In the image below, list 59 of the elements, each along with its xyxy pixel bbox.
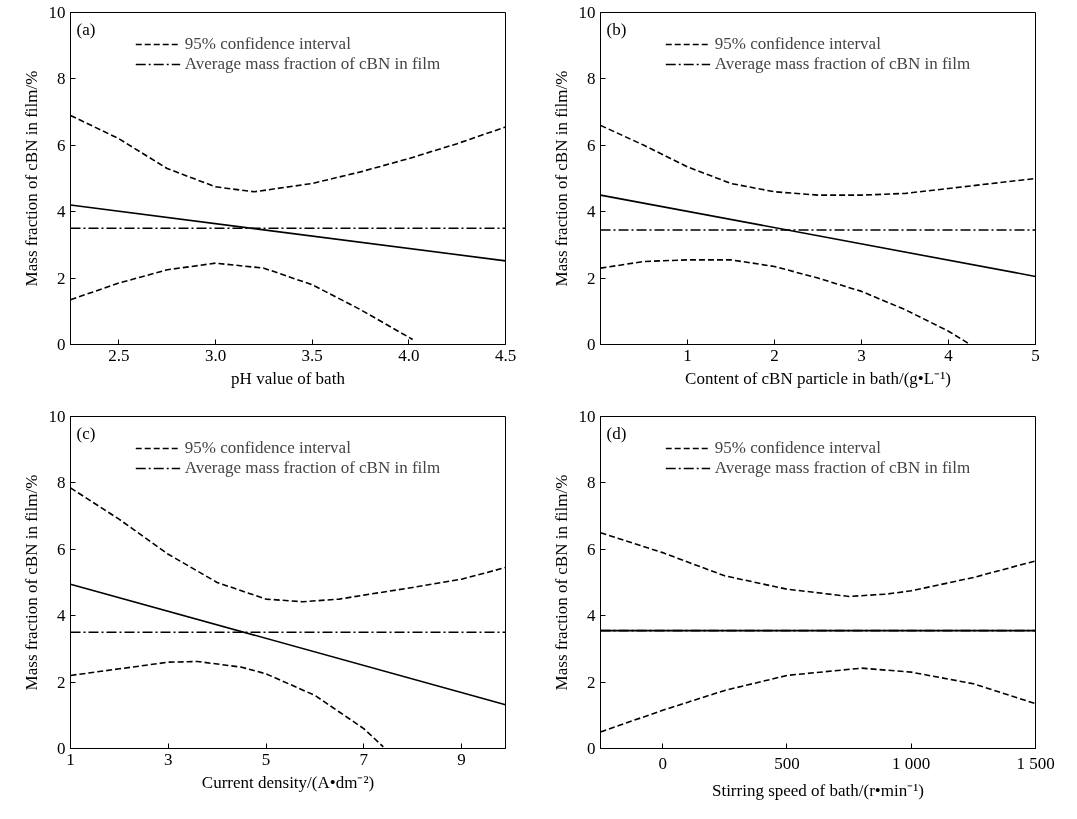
x-tick-label: 3.5 (301, 345, 323, 365)
x-tick-label: 5 (261, 749, 271, 769)
y-tick-label: 8 (587, 473, 596, 493)
x-tick-label: 2 (770, 345, 779, 365)
annotation: (c) (76, 423, 96, 443)
y-tick-label: 6 (57, 135, 66, 155)
x-axis-title: pH value of bath (231, 368, 346, 388)
y-tick-label: 4 (587, 606, 596, 626)
legend-label: Average mass fraction of cBN in film (714, 458, 971, 478)
y-tick-label: 8 (57, 473, 66, 493)
x-tick-label: 4 (944, 345, 954, 365)
x-tick-label: 4.5 (494, 345, 517, 365)
y-tick-label: 4 (57, 606, 66, 626)
y-axis-title: Mass fraction of cBN in film/% (551, 70, 571, 287)
x-tick-label: 1 500 (1016, 753, 1055, 773)
x-axis-title: Current density/(A•dm⁻²) (201, 772, 375, 792)
x-tick-label: 500 (774, 753, 800, 773)
x-tick-label: 0 (658, 753, 667, 773)
y-axis-title: Mass fraction of cBN in film/% (21, 474, 41, 691)
y-tick-label: 10 (48, 3, 66, 22)
y-tick-label: 10 (578, 3, 596, 22)
x-tick-label: 3 (164, 749, 173, 769)
x-tick-label: 1 000 (892, 753, 931, 773)
legend-label: 95% confidence interval (714, 34, 881, 54)
y-tick-label: 2 (587, 268, 596, 288)
y-tick-label: 6 (587, 539, 596, 559)
legend-label: Average mass fraction of cBN in film (184, 54, 441, 74)
legend-label: Average mass fraction of cBN in film (714, 54, 971, 74)
y-tick-label: 2 (57, 268, 66, 288)
x-tick-label: 7 (359, 749, 369, 769)
y-tick-label: 2 (587, 672, 596, 692)
x-axis-title: Content of cBN particle in bath/(g•L⁻¹) (685, 368, 951, 388)
x-tick-label: 1 (66, 749, 75, 769)
x-axis-title: Stirring speed of bath/(r•min⁻¹) (711, 780, 925, 800)
x-tick-label: 2.5 (108, 345, 130, 365)
y-tick-label: 4 (57, 202, 66, 222)
legend-label: 95% confidence interval (714, 438, 881, 458)
y-tick-label: 6 (57, 539, 66, 559)
y-tick-label: 8 (57, 69, 66, 89)
x-tick-label: 3 (857, 345, 866, 365)
x-tick-label: 9 (457, 749, 466, 769)
annotation: (b) (606, 19, 627, 39)
y-tick-label: 10 (578, 407, 596, 426)
y-axis-title: Mass fraction of cBN in film/% (21, 70, 41, 287)
annotation: (d) (606, 423, 627, 443)
y-tick-label: 8 (587, 69, 596, 89)
x-tick-label: 1 (683, 345, 692, 365)
legend-label: Average mass fraction of cBN in film (184, 458, 441, 478)
x-tick-label: 5 (1031, 345, 1040, 365)
y-axis-title: Mass fraction of cBN in film/% (551, 474, 571, 691)
legend-label: 95% confidence interval (184, 438, 351, 458)
legend-label: 95% confidence interval (184, 34, 351, 54)
y-tick-label: 6 (587, 135, 596, 155)
y-tick-label: 2 (57, 672, 66, 692)
annotation: (a) (76, 19, 96, 39)
x-tick-label: 4.0 (398, 345, 420, 365)
y-tick-label: 10 (48, 407, 66, 426)
y-tick-label: 4 (587, 202, 596, 222)
x-tick-label: 3.0 (204, 345, 227, 365)
